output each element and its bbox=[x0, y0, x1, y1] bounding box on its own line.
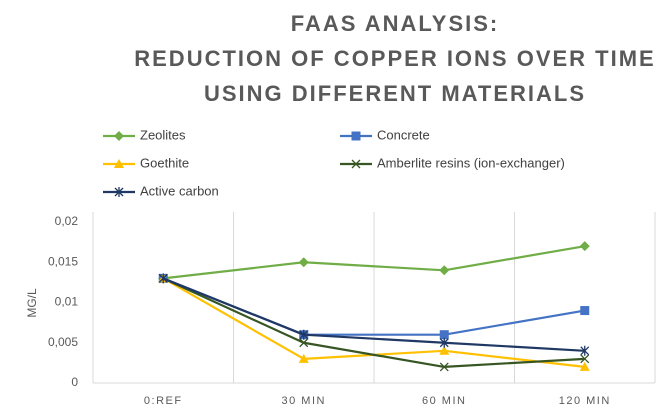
y-tick-label: 0 bbox=[71, 375, 78, 389]
legend-label: Amberlite resins (ion-exchanger) bbox=[377, 155, 565, 170]
marker bbox=[299, 329, 309, 340]
x-tick-label: 120 MIN bbox=[559, 395, 611, 407]
marker bbox=[114, 187, 124, 197]
y-tick-label: 0,01 bbox=[55, 295, 79, 309]
marker bbox=[298, 257, 309, 268]
x-tick-label: 30 MIN bbox=[282, 395, 326, 407]
marker bbox=[114, 159, 124, 168]
marker bbox=[579, 241, 590, 252]
x-tick-label: 0:REF bbox=[144, 395, 183, 407]
marker bbox=[298, 353, 309, 363]
y-tick-label: 0,015 bbox=[48, 254, 78, 268]
legend-label: Zeolites bbox=[140, 127, 186, 142]
series-line bbox=[162, 277, 585, 368]
marker bbox=[114, 131, 124, 141]
marker bbox=[351, 131, 361, 141]
marker bbox=[439, 330, 449, 340]
marker bbox=[439, 362, 449, 372]
chart-title: FAAS ANALYSIS: bbox=[291, 11, 500, 36]
series-line bbox=[162, 277, 585, 352]
y-tick-label: 0,005 bbox=[48, 335, 78, 349]
y-axis-label: MG/L bbox=[25, 288, 39, 318]
marker bbox=[439, 345, 450, 355]
marker bbox=[351, 159, 361, 169]
marker bbox=[580, 306, 590, 316]
series-line bbox=[163, 245, 585, 280]
marker bbox=[579, 361, 590, 371]
legend-label: Active carbon bbox=[140, 183, 219, 198]
y-tick-label: 0,02 bbox=[55, 214, 79, 228]
marker bbox=[580, 345, 590, 356]
x-tick-label: 60 MIN bbox=[422, 395, 466, 407]
chart-title: USING DIFFERENT MATERIALS bbox=[204, 81, 586, 106]
legend-label: Concrete bbox=[377, 127, 430, 142]
marker bbox=[439, 265, 450, 276]
marker bbox=[580, 354, 590, 364]
marker bbox=[299, 338, 309, 348]
legend-label: Goethite bbox=[140, 155, 189, 170]
chart-title: REDUCTION OF COPPER IONS OVER TIME bbox=[134, 46, 655, 71]
marker bbox=[158, 273, 168, 284]
marker bbox=[439, 337, 449, 348]
